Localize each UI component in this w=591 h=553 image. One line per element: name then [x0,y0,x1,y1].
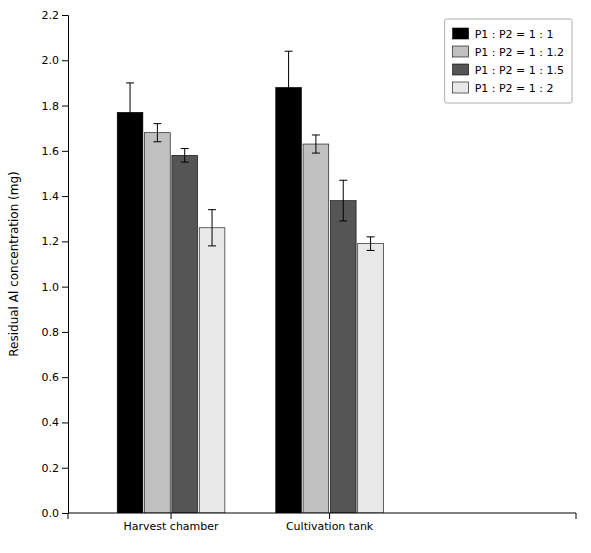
tick: 2.0 [42,54,69,67]
tick-label: Harvest chamber [123,520,219,533]
legend-item: P1 : P2 = 1 : 1.2 [453,46,564,59]
tick: 1.4 [42,190,69,203]
tick-label: 1.2 [42,235,60,248]
legend-item: P1 : P2 = 1 : 2 [453,82,554,95]
bar [117,112,143,513]
legend-label: P1 : P2 = 1 : 2 [475,82,554,95]
tick-mark [62,15,68,16]
series [199,210,383,513]
legend-item: P1 : P2 = 1 : 1.5 [453,64,564,77]
tick: Harvest chamber [123,513,219,533]
bar [145,133,171,513]
tick-label: 0.8 [42,326,60,339]
tick-label: 0.6 [42,371,60,384]
tick-label: 0.2 [42,462,60,475]
tick-label: 0.4 [42,416,60,429]
legend-swatch [453,46,469,57]
legend-item: P1 : P2 = 1 : 1 [453,28,554,41]
legend: P1 : P2 = 1 : 1 P1 : P2 = 1 : 1.2 P1 : P2 … [445,19,572,103]
tick: 0.4 [42,416,69,429]
tick-label: 1.0 [42,281,60,294]
tick-label: 1.6 [42,145,60,158]
marks [117,51,383,513]
tick: 2.2 [42,9,69,22]
error-bar [312,135,320,153]
tick-label: 0.0 [42,507,60,520]
legend-label: P1 : P2 = 1 : 1.2 [475,46,564,59]
tick-label: 2.0 [42,54,60,67]
error-bar [181,149,189,163]
tick-mark [62,196,68,197]
axis-line [68,513,576,519]
bar [172,155,198,513]
tick-mark [62,513,68,514]
tick-mark [62,422,68,423]
y-axis-title: Residual Al concentration (mg) [7,171,21,356]
tick-mark [329,513,330,519]
axis-line [62,16,69,514]
legend-swatch [453,28,469,39]
tick: 0.0 [42,507,69,520]
error-bar [285,51,293,123]
error-bar [126,83,134,142]
tick-mark [171,513,172,519]
error-bar [208,210,216,246]
legend-swatch [453,64,469,75]
series [172,149,356,513]
tick: 1.2 [42,235,69,248]
bar [358,244,384,513]
error-bar [339,180,347,221]
legend-swatch [453,82,469,93]
x-axis: Harvest chamber Cultivation tank [68,513,576,533]
tick-label: 1.8 [42,100,60,113]
tick-label: 1.4 [42,190,60,203]
error-bar [153,124,161,142]
tick-label: Cultivation tank [286,520,374,533]
tick-mark [62,151,68,152]
tick: 1.6 [42,145,69,158]
tick-mark [62,60,68,61]
tick-mark [62,377,68,378]
plot: 0.0 0.2 0.4 0.6 0.8 1.0 1.2 1.4 1.6 1.8 2.0 2.2 Harv… [7,9,576,533]
series [145,124,329,513]
tick-mark [62,332,68,333]
legend-label: P1 : P2 = 1 : 1 [475,28,554,41]
tick-mark [62,241,68,242]
tick: 0.8 [42,326,69,339]
legend-label: P1 : P2 = 1 : 1.5 [475,64,564,77]
y-axis: 0.0 0.2 0.4 0.6 0.8 1.0 1.2 1.4 1.6 1.8 2.0 2.2 [42,9,69,520]
chart: 0.0 0.2 0.4 0.6 0.8 1.0 1.2 1.4 1.6 1.8 2.0 2.2 Harv… [0,0,591,553]
tick: 0.2 [42,462,69,475]
bar [330,201,356,513]
tick-mark [62,468,68,469]
tick: 1.0 [42,281,69,294]
tick: 0.6 [42,371,69,384]
tick-label: 2.2 [42,9,60,22]
tick-mark [62,106,68,107]
bar [199,228,225,513]
tick-mark [62,287,68,288]
series [117,51,301,513]
error-bar [367,237,375,251]
legend-box [445,19,572,103]
tick: 1.8 [42,100,69,113]
bar [303,144,329,513]
tick: Cultivation tank [286,513,374,533]
bar [276,87,302,513]
